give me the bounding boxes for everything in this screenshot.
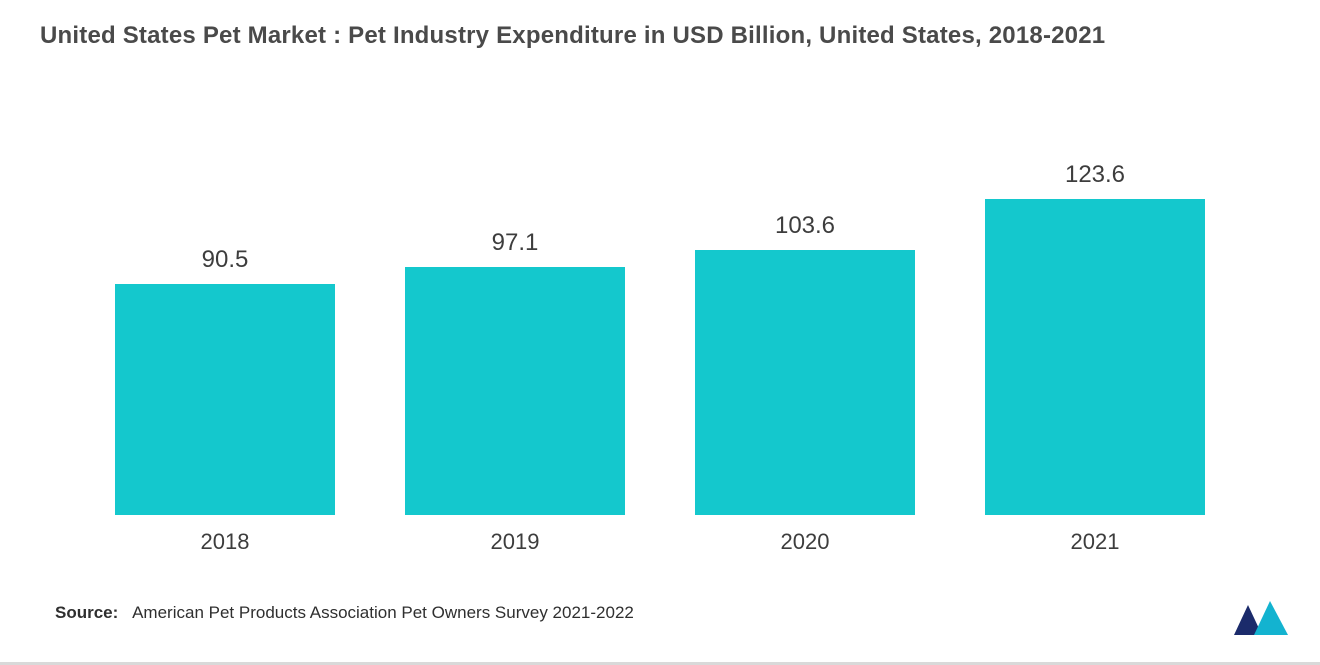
chart-title: United States Pet Market : Pet Industry … bbox=[40, 22, 1280, 50]
figure-root: United States Pet Market : Pet Industry … bbox=[0, 0, 1320, 665]
bar bbox=[985, 199, 1205, 515]
bar-category-label: 2020 bbox=[781, 529, 830, 555]
bar-value-label: 103.6 bbox=[775, 212, 835, 240]
source-citation: Source: American Pet Products Associatio… bbox=[55, 603, 634, 623]
bar-value-label: 97.1 bbox=[492, 229, 539, 257]
bar-category-label: 2021 bbox=[1071, 529, 1120, 555]
bar-value-label: 123.6 bbox=[1065, 161, 1125, 189]
bar-value-label: 90.5 bbox=[202, 246, 249, 274]
bar-chart: 90.5 2018 97.1 2019 103.6 2020 123.6 2021 bbox=[60, 105, 1260, 555]
bar-slot: 103.6 2020 bbox=[660, 105, 950, 555]
bar-slot: 90.5 2018 bbox=[80, 105, 370, 555]
bar bbox=[695, 250, 915, 515]
mordor-intelligence-logo bbox=[1232, 599, 1290, 639]
bar-category-label: 2019 bbox=[491, 529, 540, 555]
source-text: American Pet Products Association Pet Ow… bbox=[132, 603, 634, 622]
bar-slot: 97.1 2019 bbox=[370, 105, 660, 555]
logo-right-peak bbox=[1254, 601, 1288, 635]
bar-slot: 123.6 2021 bbox=[950, 105, 1240, 555]
bar bbox=[115, 284, 335, 515]
source-label: Source: bbox=[55, 603, 118, 622]
bar-category-label: 2018 bbox=[201, 529, 250, 555]
bar bbox=[405, 267, 625, 515]
